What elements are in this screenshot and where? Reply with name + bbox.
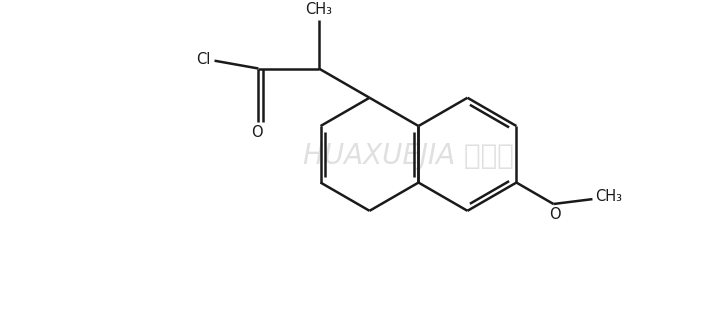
Text: CH₃: CH₃ xyxy=(595,189,622,204)
Text: Cl: Cl xyxy=(196,52,211,67)
Text: CH₃: CH₃ xyxy=(305,2,333,17)
Text: HUAXUEJIA 化学加: HUAXUEJIA 化学加 xyxy=(303,142,514,170)
Text: O: O xyxy=(251,125,262,140)
Text: O: O xyxy=(548,207,560,222)
